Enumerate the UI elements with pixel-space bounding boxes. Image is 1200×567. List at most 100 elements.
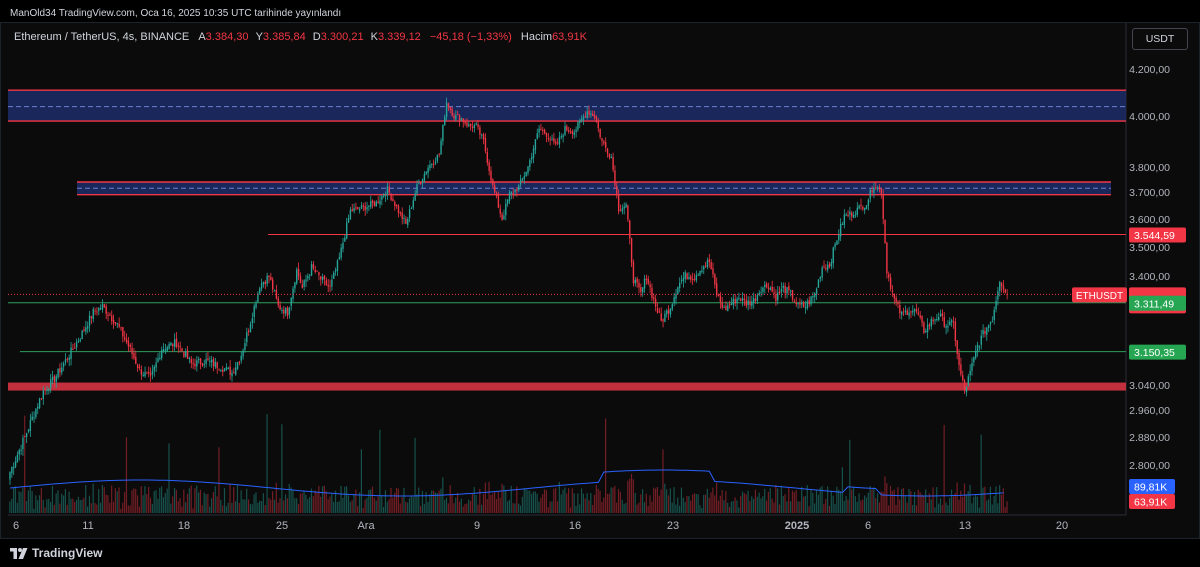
volume-bar	[732, 500, 734, 513]
volume-bar	[784, 494, 786, 513]
volume-bar	[664, 483, 666, 513]
candle-body	[612, 156, 614, 170]
candle-body	[747, 300, 749, 306]
candle-body	[571, 131, 574, 134]
candle-body	[545, 133, 548, 137]
volume-bar	[986, 500, 988, 513]
resistance-zones	[8, 89, 1126, 196]
candle-body	[854, 214, 857, 216]
tradingview-logo[interactable]: TradingView	[10, 546, 102, 560]
volume-bar	[329, 496, 331, 513]
volume-bar	[129, 505, 131, 513]
symbol-price-tag-text: ETHUSDT	[1076, 291, 1123, 302]
volume-bar	[523, 488, 525, 513]
candle-body	[503, 215, 505, 220]
candle-body	[24, 436, 26, 438]
volume-bar	[775, 485, 777, 513]
candle-body	[499, 208, 501, 214]
candle-body	[210, 359, 213, 363]
candle-body	[35, 408, 37, 417]
currency-button[interactable]: USDT	[1132, 28, 1188, 50]
candle-body	[936, 318, 938, 320]
volume-bar	[849, 439, 851, 513]
volume-bar	[573, 493, 575, 513]
candle-body	[973, 357, 975, 363]
candle-body	[392, 198, 394, 201]
volume-bar	[984, 486, 986, 513]
candle-body	[231, 372, 233, 377]
volume-bar	[292, 490, 294, 513]
price-chart[interactable]: 4.200,00 4.000,00 3.800,00 3.700,00 3.600,00…	[0, 0, 1200, 539]
candle-body	[135, 356, 137, 364]
volume-bar	[901, 489, 903, 513]
volume-bar	[320, 496, 322, 513]
volume-bar	[975, 494, 977, 513]
volume-bar	[617, 489, 620, 513]
candle-body	[390, 193, 392, 201]
candle-body	[333, 272, 335, 279]
candle-body	[912, 310, 914, 313]
volume-bar	[740, 495, 742, 513]
candle-body	[956, 340, 958, 355]
volume-bar	[157, 498, 159, 513]
volume-bar	[1006, 501, 1008, 513]
close-label: K	[370, 31, 378, 43]
volume-bar	[286, 498, 288, 513]
candle-body	[48, 388, 50, 391]
volume-bar	[671, 502, 673, 513]
volume-bar	[316, 492, 318, 513]
volume-bar	[25, 500, 28, 513]
volume-bar	[349, 501, 351, 513]
candle-body	[871, 190, 873, 193]
publish-info: ManOld34 TradingView.com, Oca 16, 2025 1…	[10, 8, 342, 19]
volume-bar	[209, 506, 211, 513]
volume-bar	[993, 495, 995, 513]
candle-body	[913, 309, 916, 312]
volume-bar	[166, 488, 168, 513]
volume-bar	[538, 501, 540, 513]
candle-body	[64, 359, 67, 363]
volume-bar	[175, 490, 177, 513]
volume-bar	[865, 497, 868, 513]
volume-bar	[79, 500, 81, 513]
volume-bar	[186, 493, 189, 513]
candle-body	[412, 200, 414, 208]
candle-body	[716, 283, 718, 296]
candle-body	[301, 284, 303, 288]
volume-bar	[273, 499, 276, 513]
candle-body	[501, 214, 503, 221]
volume-bar	[943, 424, 945, 513]
volume-bar	[114, 488, 116, 513]
volume-bar	[888, 505, 890, 513]
candle-body	[775, 294, 777, 302]
volume-bar	[473, 487, 475, 513]
candle-body	[18, 450, 20, 455]
volume-bar	[675, 504, 677, 513]
volume-bar	[982, 487, 984, 513]
tradingview-brand-text: TradingView	[32, 546, 103, 560]
volume-bar	[579, 504, 581, 513]
volume-bar	[172, 496, 174, 513]
candle-body	[27, 429, 30, 432]
time-tick-label: 16	[569, 520, 581, 532]
candle-body	[919, 315, 921, 318]
candle-body	[989, 322, 992, 325]
candle-body	[482, 134, 485, 140]
candle-body	[458, 115, 461, 122]
volume-bar	[773, 502, 775, 513]
candle-body	[229, 366, 231, 375]
candle-body	[344, 237, 346, 242]
volume-bar	[37, 500, 39, 513]
candle-body	[930, 318, 932, 327]
candle-body	[445, 102, 448, 117]
candle-body	[756, 295, 759, 301]
candle-body	[432, 163, 435, 165]
candle-body	[75, 342, 78, 348]
candle-body	[255, 303, 257, 308]
volume-bar	[608, 493, 610, 513]
candlesticks	[9, 97, 1008, 485]
candle-body	[958, 352, 960, 366]
candle-body	[321, 276, 324, 280]
candle-body	[186, 350, 189, 359]
volume-bar	[616, 502, 618, 513]
